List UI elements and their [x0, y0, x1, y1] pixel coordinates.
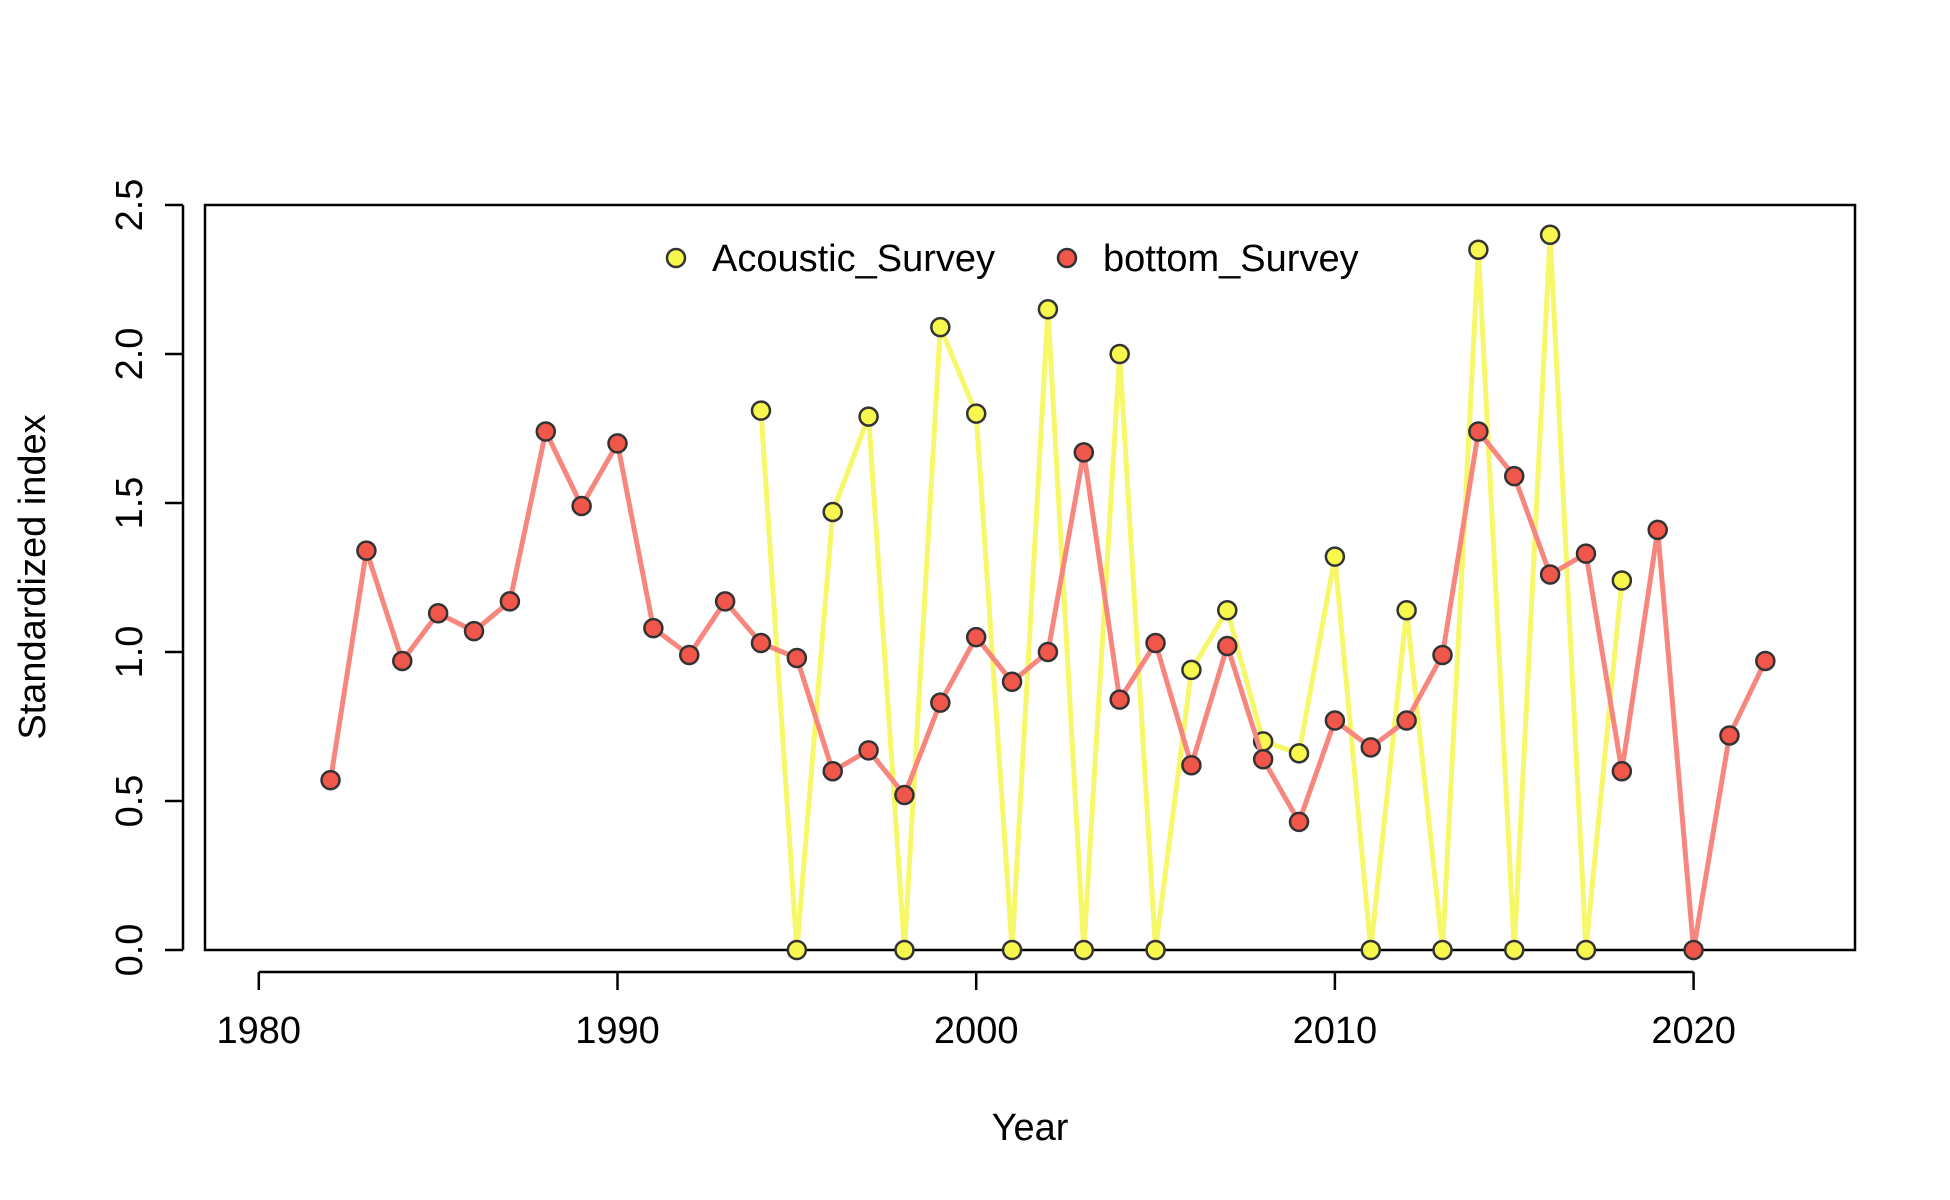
legend-marker	[1056, 247, 1078, 269]
data-point	[535, 421, 557, 442]
data-point	[1503, 465, 1525, 487]
legend-label: Acoustic_Survey	[712, 238, 995, 280]
x-tick-label: 2010	[1293, 1010, 1378, 1052]
data-point	[786, 939, 808, 961]
legend-marker	[665, 247, 687, 269]
data-point	[1611, 760, 1633, 782]
x-tick-label: 2000	[934, 1010, 1019, 1052]
data-point	[786, 647, 808, 669]
series-line	[758, 232, 1625, 953]
data-point	[1324, 710, 1346, 731]
data-point	[1396, 710, 1417, 731]
data-point	[356, 540, 377, 561]
data-point	[750, 400, 772, 421]
data-point	[1755, 650, 1776, 672]
data-point	[1181, 754, 1202, 776]
data-point	[714, 591, 736, 612]
y-tick-label: 2.5	[109, 179, 151, 232]
x-tick-label: 1980	[217, 1010, 302, 1052]
legend: Acoustic_Survey bottom_Survey	[665, 238, 1359, 280]
data-point	[930, 316, 951, 338]
data-point	[1037, 641, 1059, 663]
data-point	[750, 632, 772, 654]
series-Acoustic_Survey	[750, 224, 1633, 961]
data-point	[392, 650, 413, 672]
series-line	[328, 428, 1768, 953]
data-point	[965, 626, 987, 648]
data-point	[1324, 546, 1346, 567]
y-tick-label: 2.0	[109, 328, 151, 381]
data-point	[1503, 939, 1525, 961]
series-layer	[320, 224, 1776, 961]
data-point	[571, 495, 592, 517]
x-axis: 1980 1990 2000 2010 2020	[217, 970, 1736, 1052]
data-point	[1432, 644, 1453, 666]
data-point	[858, 406, 879, 427]
data-point	[1252, 749, 1274, 770]
data-point	[1683, 939, 1704, 961]
data-point	[1001, 939, 1023, 961]
data-point	[1396, 600, 1417, 621]
y-tick-label: 1.0	[109, 626, 151, 679]
y-tick-label: 0.0	[109, 924, 151, 977]
data-point	[1217, 600, 1238, 621]
y-axis: 0.0 0.5 1.0 1.5 2.0 2.5	[109, 179, 185, 977]
data-point	[1468, 421, 1489, 442]
y-tick-label: 0.5	[109, 775, 151, 828]
series-bottom_Survey	[320, 421, 1776, 961]
data-point	[1611, 570, 1633, 591]
data-point	[427, 603, 449, 624]
data-point	[1432, 939, 1453, 961]
data-point	[822, 760, 843, 782]
legend-label: bottom_Survey	[1103, 238, 1359, 280]
data-point	[678, 644, 700, 666]
y-axis-title: Standardized index	[12, 414, 54, 739]
data-point	[822, 501, 843, 523]
data-point	[1181, 659, 1202, 681]
data-point	[1288, 743, 1310, 764]
data-point	[463, 620, 485, 642]
data-point	[1001, 671, 1023, 693]
data-point	[1360, 737, 1382, 758]
data-point	[1360, 939, 1382, 961]
data-point	[643, 617, 664, 639]
data-point	[1145, 632, 1166, 654]
data-point	[965, 403, 987, 424]
data-point	[1217, 635, 1238, 657]
data-point	[1575, 543, 1597, 564]
data-point	[1145, 939, 1166, 961]
data-point	[1288, 811, 1310, 833]
data-point	[607, 433, 628, 454]
data-point	[1468, 239, 1489, 260]
data-point	[1539, 224, 1561, 246]
x-tick-label: 1990	[575, 1010, 660, 1052]
data-point	[1109, 689, 1130, 710]
data-point	[930, 692, 951, 713]
data-point	[499, 591, 521, 612]
data-point	[1109, 343, 1130, 365]
x-axis-title: Year	[992, 1107, 1069, 1149]
data-point	[1539, 564, 1561, 585]
data-point	[320, 769, 341, 791]
y-tick-label: 1.5	[109, 477, 151, 530]
data-point	[858, 740, 879, 761]
data-point	[1037, 299, 1059, 320]
data-point	[1647, 519, 1668, 541]
x-tick-label: 2020	[1651, 1010, 1736, 1052]
data-point	[1073, 442, 1095, 463]
data-point	[894, 939, 915, 961]
data-point	[1073, 939, 1095, 961]
data-point	[1575, 939, 1597, 961]
data-point	[1719, 725, 1740, 746]
plot-frame	[203, 203, 1857, 952]
data-point	[894, 784, 915, 806]
